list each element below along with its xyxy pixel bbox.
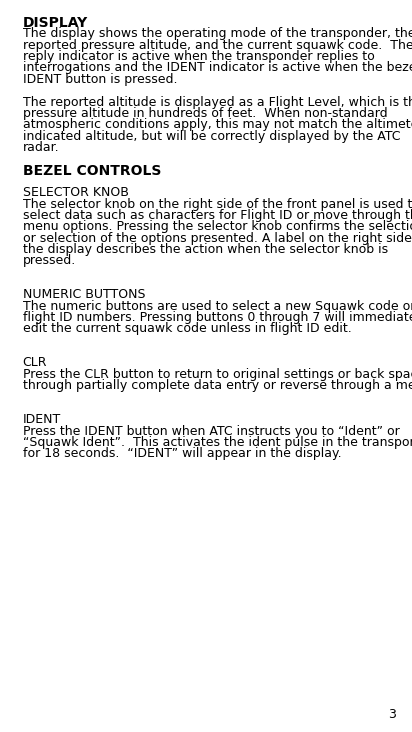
Text: DISPLAY: DISPLAY [23, 16, 88, 30]
Text: Press the IDENT button when ATC instructs you to “Ident” or: Press the IDENT button when ATC instruct… [23, 425, 399, 438]
Text: “Squawk Ident”.  This activates the ident pulse in the transponder: “Squawk Ident”. This activates the ident… [23, 436, 412, 449]
Text: The numeric buttons are used to select a new Squawk code or: The numeric buttons are used to select a… [23, 299, 412, 313]
Text: pressed.: pressed. [23, 254, 76, 267]
Text: or selection of the options presented. A label on the right side of: or selection of the options presented. A… [23, 231, 412, 244]
Text: The display shows the operating mode of the transponder, the: The display shows the operating mode of … [23, 27, 412, 40]
Text: NUMERIC BUTTONS: NUMERIC BUTTONS [23, 288, 145, 302]
Text: BEZEL CONTROLS: BEZEL CONTROLS [23, 163, 161, 178]
Text: CLR: CLR [23, 356, 47, 370]
Text: pressure altitude in hundreds of feet.  When non-standard: pressure altitude in hundreds of feet. W… [23, 107, 387, 120]
Text: the display describes the action when the selector knob is: the display describes the action when th… [23, 243, 388, 256]
Text: IDENT: IDENT [23, 413, 61, 426]
Text: reply indicator is active when the transponder replies to: reply indicator is active when the trans… [23, 50, 375, 63]
Text: SELECTOR KNOB: SELECTOR KNOB [23, 186, 129, 199]
Text: atmospheric conditions apply, this may not match the altimeter: atmospheric conditions apply, this may n… [23, 118, 412, 131]
Text: reported pressure altitude, and the current squawk code.  The: reported pressure altitude, and the curr… [23, 39, 412, 52]
Text: through partially complete data entry or reverse through a menu.: through partially complete data entry or… [23, 379, 412, 392]
Text: edit the current squawk code unless in flight ID edit.: edit the current squawk code unless in f… [23, 322, 351, 335]
Text: Press the CLR button to return to original settings or back space: Press the CLR button to return to origin… [23, 367, 412, 381]
Text: IDENT button is pressed.: IDENT button is pressed. [23, 72, 177, 86]
Text: interrogations and the IDENT indicator is active when the bezel: interrogations and the IDENT indicator i… [23, 61, 412, 75]
Text: 3: 3 [388, 708, 396, 721]
Text: select data such as characters for Flight ID or move through the: select data such as characters for Fligh… [23, 209, 412, 222]
Text: The reported altitude is displayed as a Flight Level, which is the: The reported altitude is displayed as a … [23, 95, 412, 108]
Text: The selector knob on the right side of the front panel is used to: The selector knob on the right side of t… [23, 198, 412, 211]
Text: indicated altitude, but will be correctly displayed by the ATC: indicated altitude, but will be correctl… [23, 130, 400, 143]
Text: menu options. Pressing the selector knob confirms the selection: menu options. Pressing the selector knob… [23, 220, 412, 234]
Text: for 18 seconds.  “IDENT” will appear in the display.: for 18 seconds. “IDENT” will appear in t… [23, 447, 341, 460]
Text: radar.: radar. [23, 141, 59, 154]
Text: flight ID numbers. Pressing buttons 0 through 7 will immediately: flight ID numbers. Pressing buttons 0 th… [23, 311, 412, 324]
